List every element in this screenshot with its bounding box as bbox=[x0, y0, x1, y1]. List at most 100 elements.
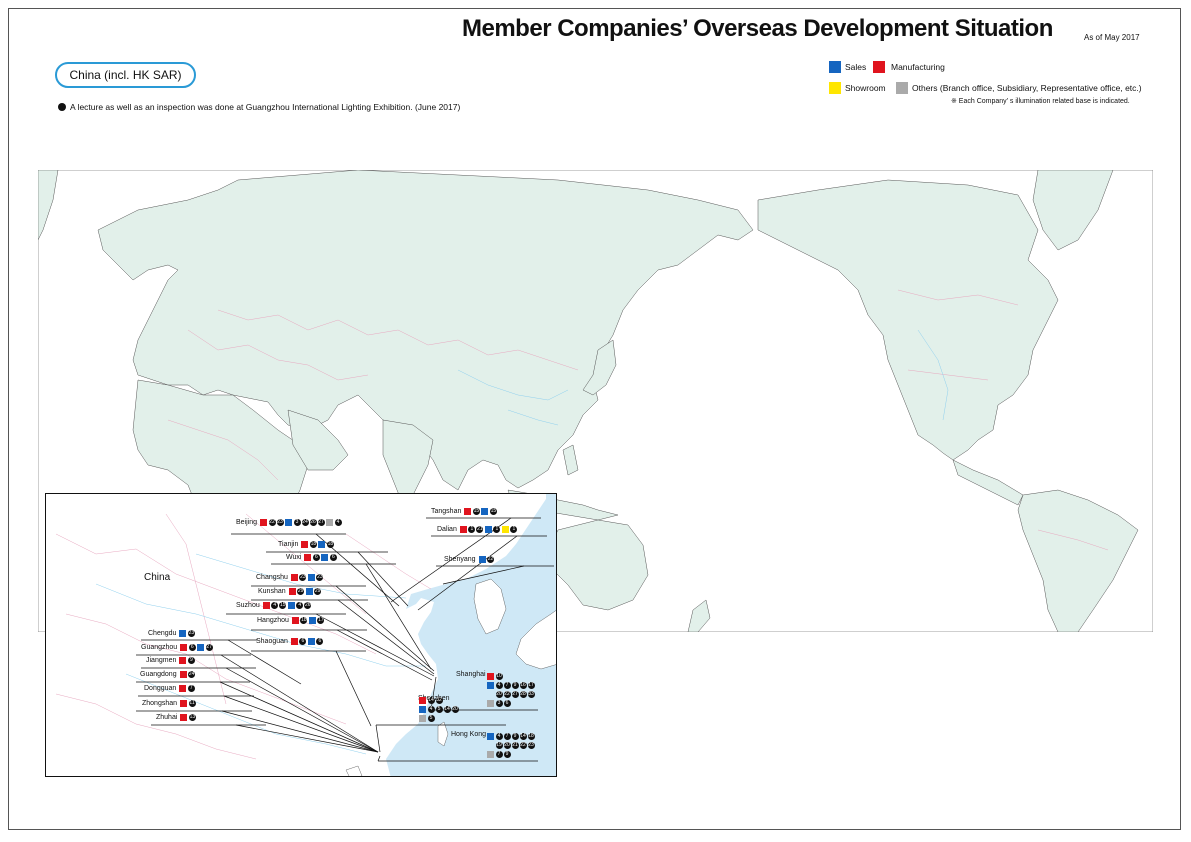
zhuhai-company-number: 13 bbox=[188, 714, 196, 721]
city-name-wuxi: Wuxi bbox=[286, 554, 302, 561]
shenzhen-manufacturing-marker bbox=[419, 697, 426, 704]
hong-kong-others-marker bbox=[487, 751, 494, 758]
jiangmen-company-number: 9 bbox=[187, 657, 195, 664]
tangshan-company-number: 15 bbox=[472, 508, 480, 515]
city-shenyang: Shenyang 22 bbox=[444, 555, 495, 564]
leader-wuxi bbox=[365, 563, 432, 670]
shanghai-company-number: 22 bbox=[503, 691, 511, 698]
hangzhou-manufacturing-marker bbox=[291, 617, 299, 624]
shanghai-company-number: 9 bbox=[511, 682, 519, 689]
shanghai-company-number: 33 bbox=[527, 691, 535, 698]
shanghai-company-number: 3 bbox=[495, 700, 503, 707]
legend-others: Others (Branch office, Subsidiary, Repre… bbox=[896, 82, 1142, 94]
page-title: Member Companies’ Overseas Development S… bbox=[462, 15, 1053, 42]
beijing-sales-marker bbox=[285, 519, 293, 526]
leader-dongguan bbox=[223, 695, 379, 753]
shenzhen-company-number: 4 bbox=[427, 706, 435, 713]
leader-kunshan bbox=[337, 599, 435, 675]
land-masses bbox=[38, 170, 1139, 632]
hong-kong-company-number: 19 bbox=[495, 742, 503, 749]
hangzhou-company-number: 17 bbox=[317, 617, 325, 624]
shenyang-company-number: 22 bbox=[487, 556, 495, 563]
leader-shaoguan bbox=[335, 650, 372, 727]
changshu-company-number: 23 bbox=[299, 574, 307, 581]
legend-showroom: Showroom bbox=[829, 82, 886, 94]
dongguan-manufacturing-marker bbox=[179, 685, 187, 692]
guangzhou-manufacturing-marker bbox=[180, 644, 188, 651]
leader-tianjin bbox=[357, 551, 409, 607]
shenzhen-company-number: 14 bbox=[443, 706, 451, 713]
tangshan-sales-marker bbox=[481, 508, 489, 515]
city-name-guangzhou: Guangzhou bbox=[141, 644, 178, 651]
event-note: A lecture as well as an inspection was d… bbox=[58, 102, 460, 112]
zhongshan-manufacturing-marker bbox=[180, 700, 188, 707]
inset-province-borders bbox=[55, 513, 432, 760]
shanghai-row: 10 bbox=[486, 672, 503, 681]
shenzhen-row: 14 32 bbox=[418, 696, 443, 705]
shaoguan-company-number: 6 bbox=[316, 638, 324, 645]
city-dalian: Dalian 1 21 1 1 bbox=[437, 525, 518, 534]
shanghai-company-number: 16 bbox=[519, 682, 527, 689]
city-name-jiangmen: Jiangmen bbox=[146, 657, 177, 664]
footnote: ※ Each Company’ s illumination related b… bbox=[951, 98, 1130, 105]
leader-shenzhen bbox=[375, 724, 381, 753]
suzhou-company-number: 15 bbox=[279, 602, 287, 609]
tianjin-sales-marker bbox=[318, 541, 326, 548]
guangzhou-company-number: 6 bbox=[188, 644, 196, 651]
city-name-dalian: Dalian bbox=[437, 526, 457, 533]
hangzhou-company-number: 18 bbox=[300, 617, 308, 624]
greenland-landmass bbox=[1032, 170, 1114, 251]
legend-manufacturing-label: Manufacturing bbox=[891, 62, 945, 72]
city-name-hong-kong: Hong Kong bbox=[451, 731, 487, 738]
city-name-tianjin: Tianjin bbox=[278, 541, 299, 548]
arabia-landmass bbox=[287, 409, 349, 471]
wuxi-company-number: 6 bbox=[329, 554, 337, 561]
city-zhongshan: Zhongshan 11 bbox=[142, 699, 196, 708]
tianjin-company-number: 18 bbox=[326, 541, 334, 548]
city-shaoguan: Shaoguan 6 6 bbox=[256, 637, 324, 646]
inset-sea bbox=[386, 494, 556, 776]
zhongshan-company-number: 11 bbox=[188, 700, 196, 707]
leader-jiangmen bbox=[225, 667, 379, 753]
tianjin-company-number: 18 bbox=[309, 541, 317, 548]
hong-kong-row: 4 7 9 14 18 bbox=[486, 732, 535, 741]
hong-kong-company-number: 4 bbox=[495, 733, 503, 740]
inset-taiwan bbox=[437, 721, 449, 747]
city-name-shanghai: Shanghai bbox=[456, 671, 486, 678]
wuxi-manufacturing-marker bbox=[304, 554, 312, 561]
shenzhen-company-number: 20 bbox=[451, 706, 459, 713]
hong-kong-company-number: 9 bbox=[511, 733, 519, 740]
country-borders bbox=[167, 289, 1109, 551]
beijing-company-number: 3 bbox=[293, 519, 301, 526]
kunshan-sales-marker bbox=[305, 588, 313, 595]
guangzhou-sales-marker bbox=[197, 644, 205, 651]
hong-kong-sales-marker bbox=[487, 733, 494, 740]
south-america-landmass bbox=[1017, 489, 1139, 632]
shanghai-others-marker bbox=[487, 700, 494, 707]
city-hangzhou: Hangzhou 18 17 bbox=[257, 616, 325, 625]
dalian-showroom-marker bbox=[501, 526, 509, 533]
city-tangshan: Tangshan 15 15 bbox=[431, 507, 497, 516]
beijing-manufacturing-marker bbox=[260, 519, 268, 526]
inset-japan bbox=[515, 610, 556, 670]
shenzhen-company-number: 14 bbox=[427, 697, 435, 704]
dalian-company-number: 1 bbox=[468, 526, 476, 533]
dalian-company-number: 1 bbox=[493, 526, 501, 533]
shanghai-company-number: 17 bbox=[527, 682, 535, 689]
shanghai-company-number: 10 bbox=[495, 673, 503, 680]
shanghai-company-number: 20 bbox=[495, 691, 503, 698]
china-inset-map: China Beijing 22 23 3 24 26 27 4 Tianjin 18 18 Wuxi… bbox=[45, 493, 557, 777]
shanghai-company-number: 28 bbox=[519, 691, 527, 698]
city-name-dongguan: Dongguan bbox=[144, 685, 177, 692]
shanghai-company-number: 6 bbox=[503, 700, 511, 707]
leader-hong-kong bbox=[377, 755, 381, 762]
guangdong-company-number: 24 bbox=[188, 671, 196, 678]
city-dongguan: Dongguan 7 bbox=[144, 684, 195, 693]
hong-kong-company-number: 7 bbox=[503, 733, 511, 740]
dalian-company-number: 21 bbox=[476, 526, 484, 533]
shaoguan-manufacturing-marker bbox=[290, 638, 298, 645]
city-name-guangdong: Guangdong bbox=[140, 671, 177, 678]
shaoguan-sales-marker bbox=[307, 638, 315, 645]
tianjin-manufacturing-marker bbox=[301, 541, 309, 548]
